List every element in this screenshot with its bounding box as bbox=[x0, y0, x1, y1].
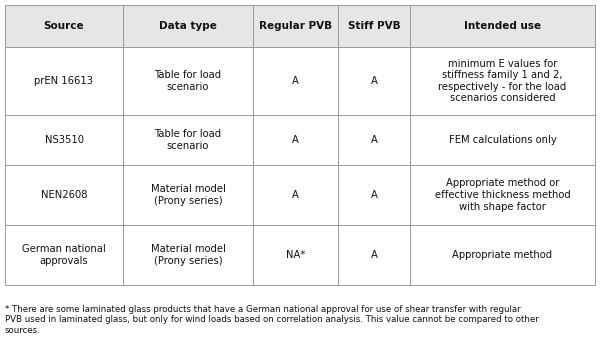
Bar bbox=[338, 115, 410, 165]
Bar bbox=[410, 225, 595, 285]
Bar bbox=[123, 225, 253, 285]
Bar bbox=[410, 165, 595, 225]
Text: Appropriate method or
effective thickness method
with shape factor: Appropriate method or effective thicknes… bbox=[434, 179, 571, 212]
Text: NS3510: NS3510 bbox=[44, 135, 83, 145]
Text: FEM calculations only: FEM calculations only bbox=[449, 135, 556, 145]
Bar bbox=[5, 115, 123, 165]
Text: A: A bbox=[292, 76, 299, 86]
Text: Table for load
scenario: Table for load scenario bbox=[154, 70, 221, 92]
Text: A: A bbox=[292, 135, 299, 145]
Bar bbox=[123, 115, 253, 165]
Bar bbox=[123, 165, 253, 225]
Bar bbox=[410, 5, 595, 47]
Bar bbox=[410, 115, 595, 165]
Text: Table for load
scenario: Table for load scenario bbox=[154, 129, 221, 151]
Bar bbox=[5, 165, 123, 225]
Text: Appropriate method: Appropriate method bbox=[452, 250, 553, 260]
Bar bbox=[5, 225, 123, 285]
Bar bbox=[338, 225, 410, 285]
Text: Material model
(Prony series): Material model (Prony series) bbox=[151, 244, 226, 266]
Text: * There are some laminated glass products that have a German national approval f: * There are some laminated glass product… bbox=[5, 305, 539, 335]
Bar bbox=[5, 5, 123, 47]
Bar bbox=[123, 5, 253, 47]
Text: Regular PVB: Regular PVB bbox=[259, 21, 332, 31]
Bar bbox=[253, 165, 338, 225]
Bar bbox=[410, 47, 595, 115]
Text: A: A bbox=[371, 76, 377, 86]
Bar bbox=[123, 47, 253, 115]
Text: Data type: Data type bbox=[159, 21, 217, 31]
Text: German national
approvals: German national approvals bbox=[22, 244, 106, 266]
Text: Source: Source bbox=[44, 21, 85, 31]
Text: A: A bbox=[371, 190, 377, 200]
Text: Stiff PVB: Stiff PVB bbox=[347, 21, 400, 31]
Text: prEN 16613: prEN 16613 bbox=[35, 76, 94, 86]
Text: minimum E values for
stiffness family 1 and 2,
respectively - for the load
scena: minimum E values for stiffness family 1 … bbox=[439, 58, 566, 103]
Bar bbox=[253, 5, 338, 47]
Text: Material model
(Prony series): Material model (Prony series) bbox=[151, 184, 226, 206]
Bar bbox=[338, 165, 410, 225]
Bar bbox=[253, 115, 338, 165]
Bar bbox=[253, 47, 338, 115]
Text: NEN2608: NEN2608 bbox=[41, 190, 87, 200]
Bar bbox=[338, 5, 410, 47]
Bar bbox=[253, 225, 338, 285]
Text: A: A bbox=[371, 135, 377, 145]
Text: A: A bbox=[292, 190, 299, 200]
Text: Intended use: Intended use bbox=[464, 21, 541, 31]
Text: A: A bbox=[371, 250, 377, 260]
Bar bbox=[338, 47, 410, 115]
Text: NA*: NA* bbox=[286, 250, 305, 260]
Bar bbox=[5, 47, 123, 115]
